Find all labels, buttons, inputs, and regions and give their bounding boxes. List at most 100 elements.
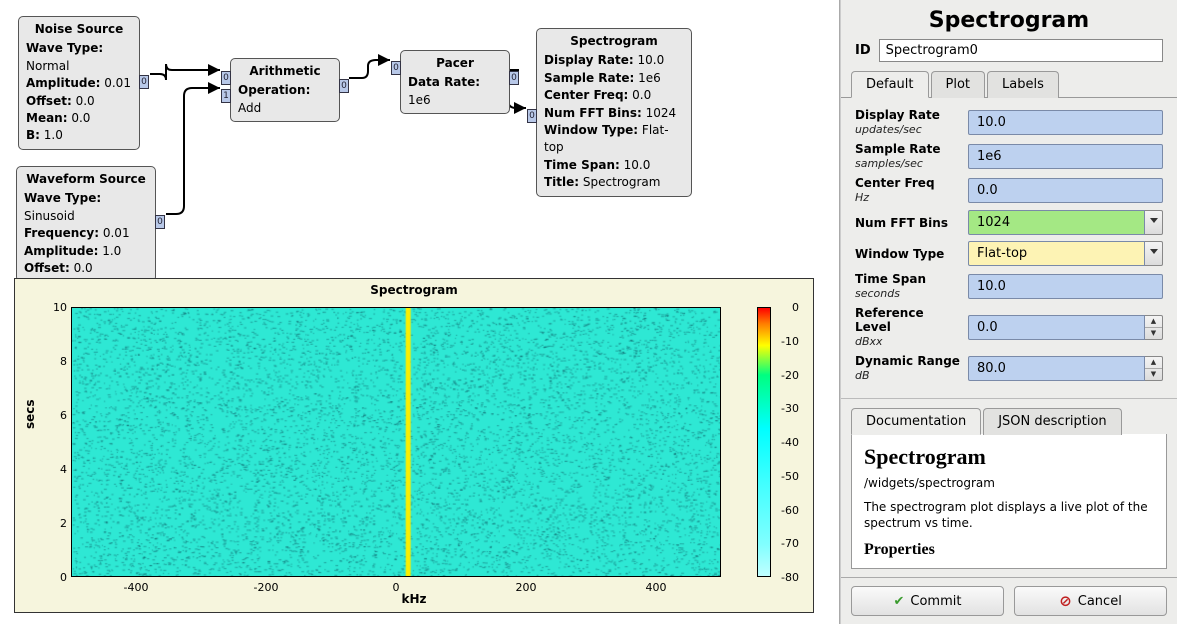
y-tick: 2 xyxy=(51,517,67,530)
block-property: Num FFT Bins: 1024 xyxy=(544,105,684,122)
block-property: Sample Rate: 1e6 xyxy=(544,70,684,87)
cbar-tick: 0 xyxy=(792,301,799,314)
block-title: Pacer xyxy=(408,55,502,72)
cancel-button[interactable]: ⊘ Cancel xyxy=(1014,586,1167,616)
block-property: Wave Type: Normal xyxy=(26,40,132,75)
block-property: Mean: 0.0 xyxy=(26,110,132,127)
spin-down-icon[interactable]: ▼ xyxy=(1145,369,1162,380)
spectrogram-plot-frame: Spectrogram secs 0246810 -400-2000200400… xyxy=(14,278,814,613)
doc-tabs: DocumentationJSON description xyxy=(841,399,1177,434)
input-port[interactable]: 0 xyxy=(527,109,537,123)
doc-tab-1[interactable]: JSON description xyxy=(983,408,1121,435)
cbar-tick: -70 xyxy=(781,537,799,550)
block-property: Display Rate: 10.0 xyxy=(544,52,684,69)
input-port[interactable]: 1 xyxy=(221,89,231,103)
doc-body-text: The spectrogram plot displays a live plo… xyxy=(864,500,1154,531)
colorbar xyxy=(757,307,771,577)
prop-row-num-fft-bins: Num FFT Bins 1024 xyxy=(855,210,1163,235)
doc-tab-0[interactable]: Documentation xyxy=(851,408,981,435)
prop-label: Reference LeveldBxx xyxy=(855,306,960,348)
flowgraph-canvas[interactable]: Noise SourceWave Type: NormalAmplitude: … xyxy=(0,0,840,624)
prop-input[interactable] xyxy=(968,110,1163,135)
cbar-tick: -30 xyxy=(781,402,799,415)
block-property: Title: Spectrogram xyxy=(544,174,684,191)
output-port[interactable]: 0 xyxy=(139,75,149,89)
tab-labels[interactable]: Labels xyxy=(987,71,1059,98)
block-property: Window Type: Flat-top xyxy=(544,122,684,157)
cbar-tick: -80 xyxy=(781,571,799,584)
spin-up-icon[interactable]: ▲ xyxy=(1145,357,1162,369)
prop-combo[interactable]: 1024 xyxy=(968,210,1163,235)
prop-row-display-rate: Display Rateupdates/sec xyxy=(855,108,1163,136)
spin-down-icon[interactable]: ▼ xyxy=(1145,328,1162,339)
tab-plot[interactable]: Plot xyxy=(931,71,986,98)
block-property: Amplitude: 0.01 xyxy=(26,75,132,92)
prop-label: Display Rateupdates/sec xyxy=(855,108,960,136)
y-tick: 0 xyxy=(51,571,67,584)
block-property: Data Rate: 1e6 xyxy=(408,74,502,109)
plot-title: Spectrogram xyxy=(15,279,813,301)
prop-label: Window Type xyxy=(855,247,960,261)
block-pacer[interactable]: PacerData Rate: 1e600 xyxy=(400,50,510,114)
output-port[interactable]: 0 xyxy=(155,215,165,229)
property-grid: Display Rateupdates/sec Sample Ratesample… xyxy=(841,98,1177,399)
commit-button[interactable]: ✔ Commit xyxy=(851,586,1004,616)
block-property: B: 1.0 xyxy=(26,127,132,144)
block-property: Operation: Add xyxy=(238,82,332,117)
check-icon: ✔ xyxy=(894,594,905,609)
prop-label: Num FFT Bins xyxy=(855,216,960,230)
prop-label: Sample Ratesamples/sec xyxy=(855,142,960,170)
cbar-tick: -40 xyxy=(781,436,799,449)
prop-input[interactable] xyxy=(968,274,1163,299)
block-title: Noise Source xyxy=(26,21,132,38)
tab-default[interactable]: Default xyxy=(851,71,929,98)
block-arith[interactable]: ArithmeticOperation: Add010 xyxy=(230,58,340,122)
commit-label: Commit xyxy=(910,594,961,609)
y-tick: 4 xyxy=(51,463,67,476)
cbar-tick: -10 xyxy=(781,335,799,348)
cancel-label: Cancel xyxy=(1078,594,1122,609)
block-property: Offset: 0.0 xyxy=(26,93,132,110)
properties-sidebar: Spectrogram ID DefaultPlotLabels Display… xyxy=(840,0,1177,624)
block-title: Spectrogram xyxy=(544,33,684,50)
plot-ylabel: secs xyxy=(23,399,37,429)
spectrogram-heatmap xyxy=(71,307,721,577)
prop-row-time-span: Time Spanseconds xyxy=(855,272,1163,300)
prop-row-center-freq: Center FreqHz xyxy=(855,176,1163,204)
block-waveform[interactable]: Waveform SourceWave Type: SinusoidFreque… xyxy=(16,166,156,282)
y-tick: 8 xyxy=(51,355,67,368)
prop-input[interactable] xyxy=(968,178,1163,203)
cancel-icon: ⊘ xyxy=(1059,592,1072,610)
documentation-panel: Spectrogram /widgets/spectrogram The spe… xyxy=(851,434,1167,569)
block-property: Amplitude: 1.0 xyxy=(24,243,148,260)
input-port[interactable]: 0 xyxy=(221,71,231,85)
cbar-tick: -50 xyxy=(781,470,799,483)
spin-up-icon[interactable]: ▲ xyxy=(1145,316,1162,328)
prop-combo[interactable]: Flat-top xyxy=(968,241,1163,266)
block-property: Offset: 0.0 xyxy=(24,260,148,277)
property-tabs: DefaultPlotLabels xyxy=(841,70,1177,98)
prop-row-window-type: Window Type Flat-top xyxy=(855,241,1163,266)
doc-path: /widgets/spectrogram xyxy=(864,476,1154,490)
input-port[interactable]: 0 xyxy=(391,61,401,75)
prop-spinner[interactable]: 0.0▲▼ xyxy=(968,315,1163,340)
prop-label: Center FreqHz xyxy=(855,176,960,204)
output-port[interactable]: 0 xyxy=(509,71,519,85)
block-noise[interactable]: Noise Source Wave Type: NormalAmplitude: … xyxy=(18,16,140,150)
prop-label: Time Spanseconds xyxy=(855,272,960,300)
id-input[interactable] xyxy=(879,39,1163,62)
doc-props-heading: Properties xyxy=(864,541,1154,559)
id-label: ID xyxy=(855,43,871,58)
doc-heading: Spectrogram xyxy=(864,444,1154,470)
prop-spinner[interactable]: 80.0▲▼ xyxy=(968,356,1163,381)
chevron-down-icon[interactable] xyxy=(1145,241,1163,266)
output-port[interactable]: 0 xyxy=(339,79,349,93)
prop-row-sample-rate: Sample Ratesamples/sec xyxy=(855,142,1163,170)
block-spectro[interactable]: Spectrogram Display Rate: 10.0Sample Rate… xyxy=(536,28,692,197)
block-title: Waveform Source xyxy=(24,171,148,188)
y-tick: 6 xyxy=(51,409,67,422)
prop-input[interactable] xyxy=(968,144,1163,169)
block-property: Time Span: 10.0 xyxy=(544,157,684,174)
chevron-down-icon[interactable] xyxy=(1145,210,1163,235)
cbar-tick: -60 xyxy=(781,504,799,517)
